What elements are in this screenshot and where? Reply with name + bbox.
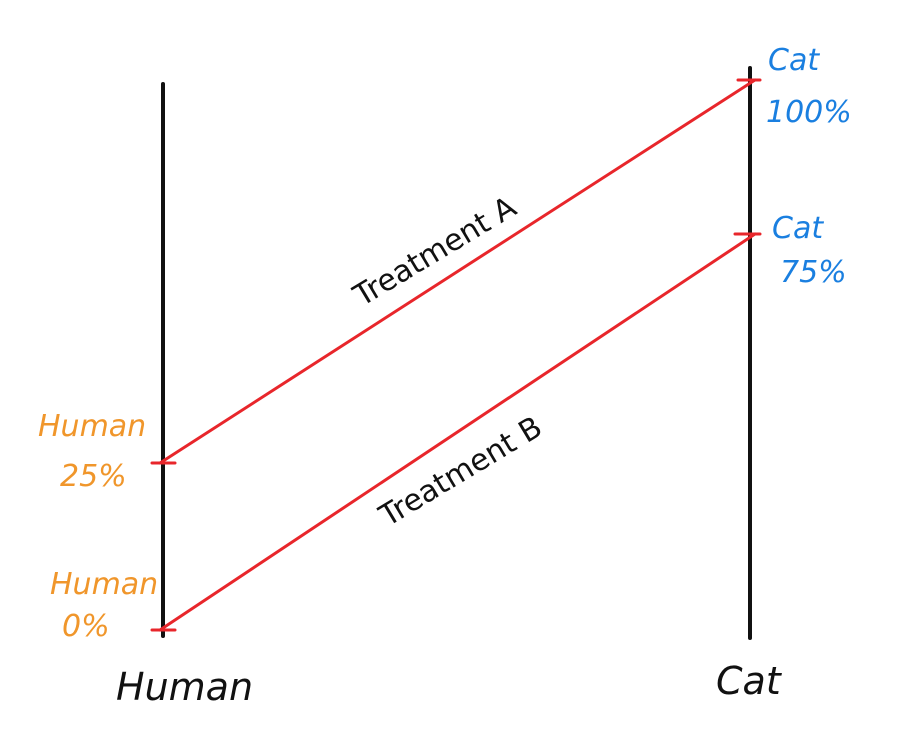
cat-75-value: 75%	[780, 255, 847, 290]
human-0-name: Human	[50, 567, 158, 602]
treatment-a-label: Treatment A	[347, 190, 523, 315]
cat-axis-label: Cat	[716, 659, 783, 703]
treatment-b-line	[158, 232, 757, 632]
human-axis-label: Human	[116, 665, 253, 709]
human-25-value: 25%	[60, 459, 127, 494]
treatment-a-line	[158, 78, 757, 465]
cat-100-name: Cat	[768, 43, 820, 78]
cat-75-name: Cat	[772, 211, 824, 246]
cat-100-value: 100%	[766, 95, 852, 130]
human-0-value: 0%	[62, 609, 110, 644]
human-25-name: Human	[38, 409, 146, 444]
